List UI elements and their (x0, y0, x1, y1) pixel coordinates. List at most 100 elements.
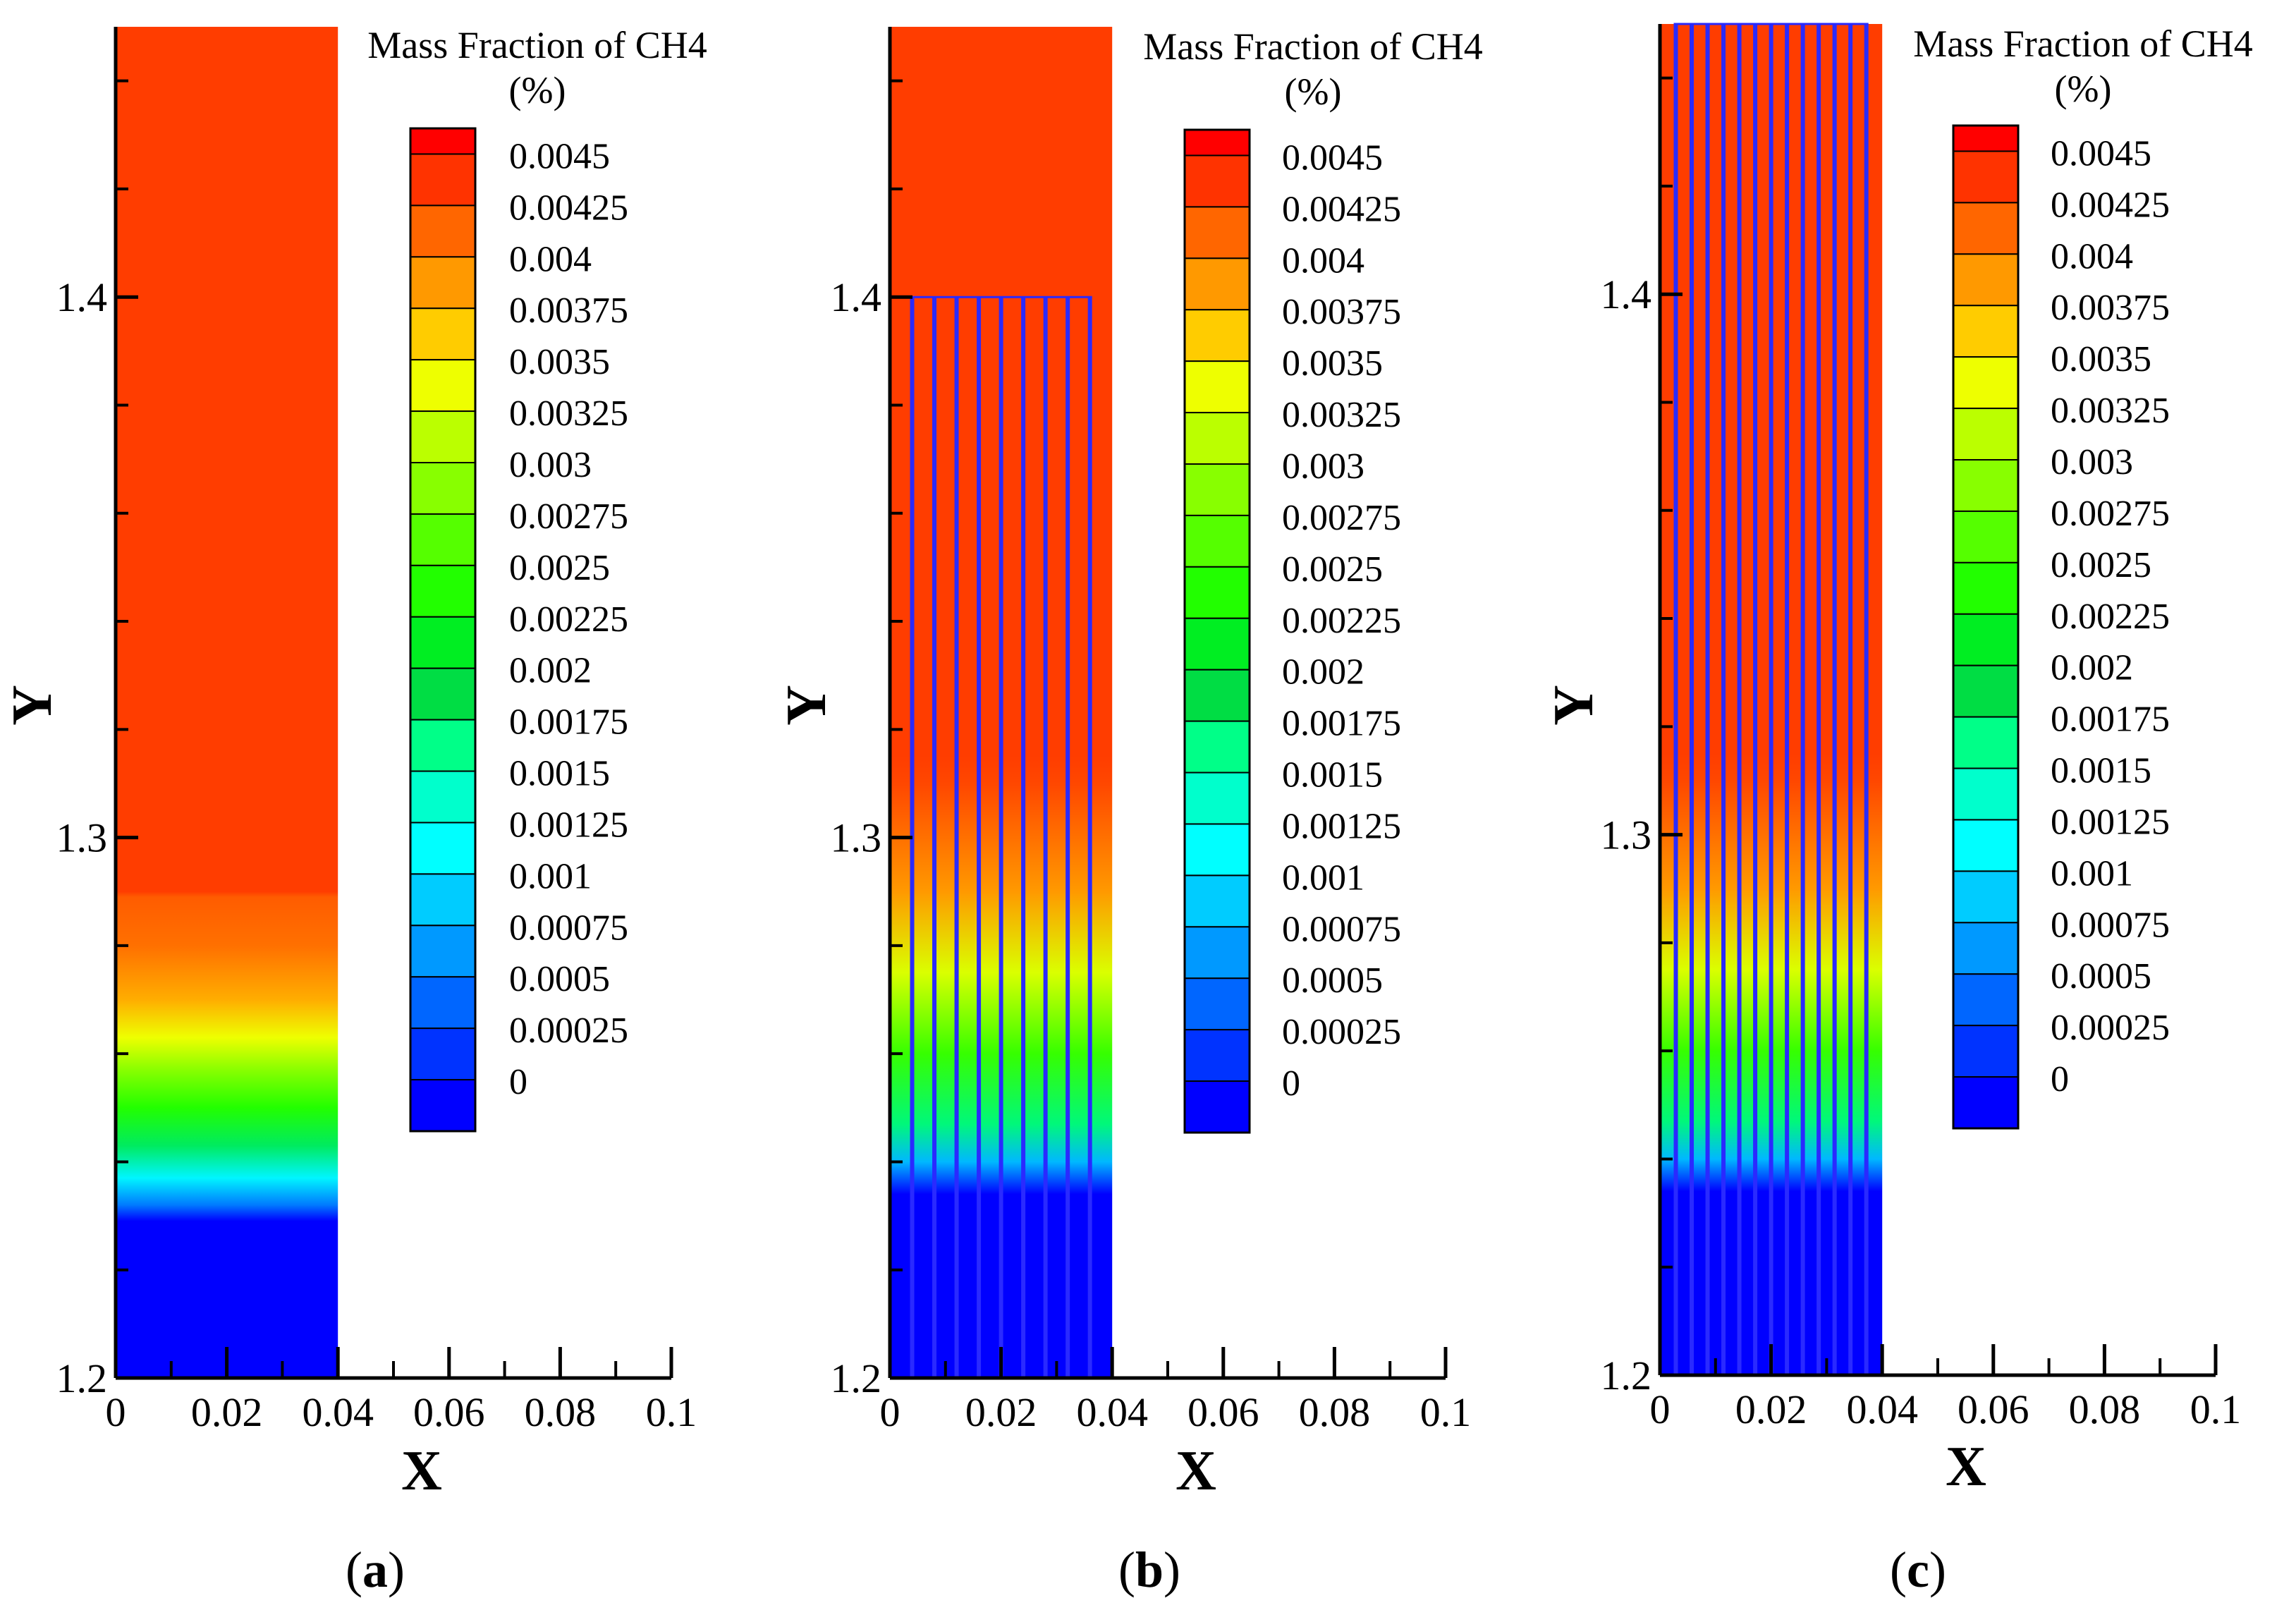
plate-b-7 (1043, 297, 1048, 1379)
legend-swatch-a-16 (410, 925, 476, 978)
legend-unit-a: (%) (509, 69, 566, 111)
legend-level-c-10: 0.002 (2051, 648, 2133, 688)
plate-c-11 (1832, 24, 1837, 1375)
legend-swatch-a-5 (410, 359, 476, 413)
legend-swatch-c-12 (1953, 716, 2019, 769)
legend-swatch-a-9 (410, 564, 476, 618)
legend-level-a-16: 0.0005 (509, 959, 610, 999)
legend-level-c-17: 0.00025 (2051, 1008, 2170, 1048)
y-tick-label-a-0: 1.2 (56, 1355, 108, 1401)
legend-level-a-4: 0.0035 (509, 342, 610, 382)
y-tick-label-c-2: 1.4 (1601, 272, 1652, 317)
legend-level-a-13: 0.00125 (509, 805, 628, 845)
legend-level-c-2: 0.004 (2051, 236, 2133, 276)
legend-swatch-a-15 (410, 873, 476, 927)
legend-swatch-a-7 (410, 462, 476, 515)
legend-level-a-18: 0 (509, 1062, 527, 1102)
plate-b-4 (977, 297, 982, 1379)
x-tick-label-b-0: 0 (880, 1389, 900, 1435)
legend-level-c-1: 0.00425 (2051, 185, 2170, 225)
x-axis-label-b: X (1176, 1440, 1216, 1502)
legend-swatch-b-2 (1184, 206, 1250, 260)
plate-c-8 (1785, 24, 1790, 1375)
legend-swatch-c-9 (1953, 561, 2019, 615)
legend-swatch-a-1 (410, 153, 476, 207)
legend-swatch-b-15 (1184, 874, 1250, 928)
legend-swatch-b-5 (1184, 360, 1250, 414)
legend-level-c-16: 0.0005 (2051, 956, 2151, 996)
legend-level-c-12: 0.0015 (2051, 751, 2151, 791)
legend-frame-a (409, 127, 477, 1133)
legend-swatch-c-5 (1953, 356, 2019, 410)
x-tick-label-a-5: 0.1 (646, 1389, 697, 1435)
panel-label-a: (a) (346, 1542, 405, 1598)
legend-level-b-12: 0.0015 (1282, 755, 1383, 795)
legend-frame-c (1952, 124, 2020, 1130)
legend-swatch-b-0 (1184, 129, 1250, 157)
legend-level-a-9: 0.00225 (509, 599, 628, 640)
x-tick-label-b-1: 0.02 (965, 1389, 1037, 1435)
legend-title-b: Mass Fraction of CH4 (1143, 25, 1482, 68)
legend-level-c-9: 0.00225 (2051, 597, 2170, 637)
legend-frame-b (1183, 128, 1251, 1134)
x-tick-label-b-2: 0.04 (1076, 1389, 1148, 1435)
legend-swatch-b-12 (1184, 720, 1250, 774)
x-axis-label-a: X (401, 1440, 442, 1502)
legend-level-b-11: 0.00175 (1282, 704, 1401, 744)
legend-swatch-c-1 (1953, 150, 2019, 204)
legend-level-b-3: 0.00375 (1282, 292, 1401, 332)
legend-swatch-b-16 (1184, 926, 1250, 980)
plate-c-10 (1816, 24, 1821, 1375)
legend-swatch-c-13 (1953, 767, 2019, 821)
legend-level-b-8: 0.0025 (1282, 549, 1383, 590)
legend-swatch-a-3 (410, 256, 476, 310)
legend-swatch-a-18 (410, 1028, 476, 1081)
x-tick-label-b-3: 0.06 (1187, 1389, 1259, 1435)
legend-level-b-7: 0.00275 (1282, 498, 1401, 538)
legend-swatch-a-11 (410, 667, 476, 721)
legend-level-a-10: 0.002 (509, 651, 592, 691)
legend-swatch-a-2 (410, 205, 476, 258)
legend-swatch-b-1 (1184, 154, 1250, 208)
legend-level-a-3: 0.00375 (509, 291, 628, 331)
x-tick-label-c-4: 0.08 (2069, 1386, 2141, 1432)
legend-title-c: Mass Fraction of CH4 (1913, 23, 2252, 65)
legend-level-a-17: 0.00025 (509, 1011, 628, 1051)
legend-swatch-c-10 (1953, 613, 2019, 666)
x-tick-label-a-3: 0.06 (413, 1389, 485, 1435)
legend-swatch-b-7 (1184, 463, 1250, 516)
legend-level-b-4: 0.0035 (1282, 343, 1383, 384)
legend-swatch-b-9 (1184, 566, 1250, 619)
legend-level-a-2: 0.004 (509, 239, 592, 279)
legend-swatch-a-6 (410, 410, 476, 463)
x-axis-label-c: X (1946, 1436, 1986, 1498)
plate-b-9 (1087, 297, 1092, 1379)
x-tick-label-c-2: 0.04 (1846, 1386, 1918, 1432)
x-tick-label-c-3: 0.06 (1958, 1386, 2029, 1432)
y-tick-label-b-1: 1.3 (831, 815, 882, 861)
plate-b-8 (1065, 297, 1070, 1379)
plate-b-3 (954, 297, 959, 1379)
legend-swatch-a-14 (410, 822, 476, 875)
legend-swatch-a-10 (410, 616, 476, 669)
legend-level-c-11: 0.00175 (2051, 700, 2170, 740)
legend-level-b-5: 0.00325 (1282, 395, 1401, 435)
plate-c-5 (1737, 24, 1742, 1375)
legend-swatch-b-17 (1184, 977, 1250, 1031)
legend-level-a-6: 0.003 (509, 445, 592, 485)
legend-swatch-b-8 (1184, 514, 1250, 568)
y-tick-label-a-1: 1.3 (56, 815, 108, 861)
plate-c-7 (1769, 24, 1773, 1375)
plate-c-6 (1753, 24, 1758, 1375)
legend-unit-b: (%) (1285, 71, 1342, 113)
panel-label-c: (c) (1890, 1542, 1946, 1598)
legend-level-a-14: 0.001 (509, 856, 592, 896)
plate-c-4 (1721, 24, 1726, 1375)
legend-swatch-c-8 (1953, 510, 2019, 563)
legend-level-a-1: 0.00425 (509, 188, 628, 228)
legend-swatch-c-11 (1953, 664, 2019, 718)
legend-level-a-15: 0.00075 (509, 908, 628, 948)
legend-swatch-c-2 (1953, 202, 2019, 255)
legend-level-b-0: 0.0045 (1282, 138, 1383, 178)
